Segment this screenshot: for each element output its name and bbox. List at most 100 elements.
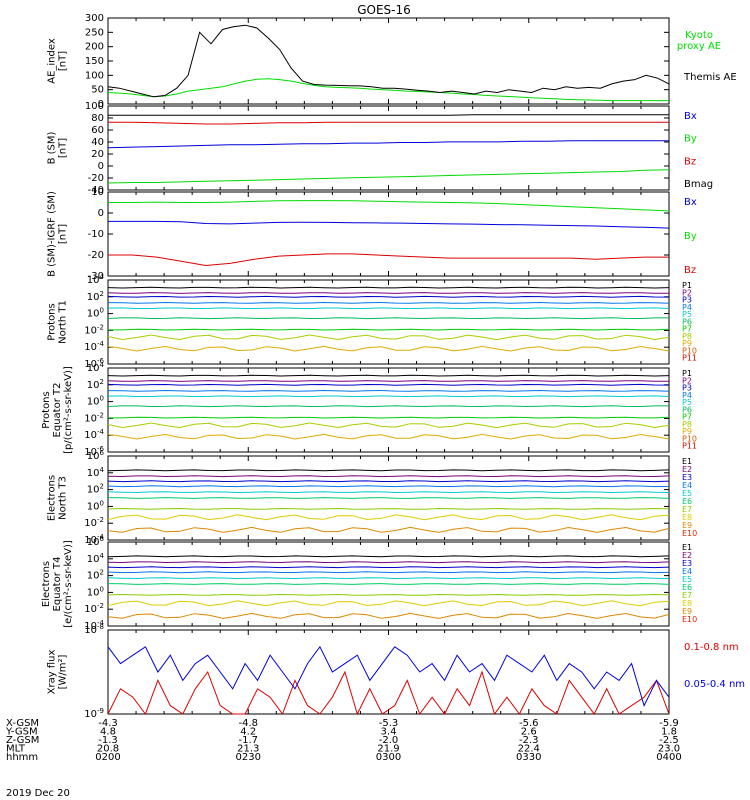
y-axis-label: Protons: [41, 391, 52, 428]
y-tick-label: 80: [91, 113, 104, 124]
series-line-bmag: [108, 114, 669, 116]
y-tick-label: 300: [85, 13, 104, 24]
legend-text: Kyoto: [685, 30, 713, 41]
tick-exponent: 2: [100, 290, 104, 298]
y-tick-label: 100: [85, 70, 104, 81]
legend-text: P10: [682, 346, 697, 355]
orbit-table: X-GSM -4.3 -4.8 -5.3 -5.6 -5.9 Y-GSM 4.8 4.2 3.4 2…: [5, 718, 682, 763]
legend-text: E8: [682, 513, 692, 522]
y-tick-label: -30: [88, 271, 104, 282]
legend-text: P3: [682, 296, 692, 305]
tick-base: 10: [87, 451, 100, 462]
y-tick-label: 102: [87, 483, 104, 496]
legend-text: P9: [682, 427, 692, 436]
legend-text: P3: [682, 384, 692, 393]
channel-line-e9: [107, 526, 670, 533]
y-tick-label: 60: [91, 125, 104, 136]
tick-exponent: 6: [100, 535, 105, 543]
legend-text: P1: [682, 281, 692, 290]
orbit-row-label: MLT: [6, 744, 26, 755]
y-tick-label: 10-9: [84, 707, 104, 720]
y-axis-label: Xray flux: [47, 650, 58, 695]
channel-line-p7: [108, 328, 670, 331]
tick-base: 10: [87, 397, 100, 408]
legend-text: E2: [682, 551, 692, 560]
legend-text: E1: [682, 543, 692, 552]
tick-exponent: 2: [100, 569, 104, 577]
legend-text: P8: [682, 332, 692, 341]
tick-base: 10: [87, 571, 100, 582]
orbit-value: 0400: [656, 752, 681, 763]
tick-exponent: 0: [100, 395, 104, 403]
tick-base: 10: [84, 359, 97, 370]
tick-base: 10: [87, 537, 100, 548]
orbit-value: 21.3: [237, 744, 259, 755]
tick-base: 10: [87, 380, 100, 391]
tick-exponent: -8: [97, 623, 104, 631]
channel-line-p8: [107, 334, 670, 341]
y-axis-label: [p/(cm²-s-sr-keV)]: [63, 366, 74, 454]
y-axis-label: Equator T2: [52, 383, 63, 438]
tick-exponent: -6: [97, 357, 105, 365]
y-tick-label: 102: [87, 290, 104, 303]
legend-text: E8: [682, 599, 692, 608]
y-axis-label: B (SM)-IGRF (SM): [47, 191, 58, 277]
legend-text: P5: [682, 398, 692, 407]
tick-base: 10: [84, 709, 97, 720]
orbit-value: 4.2: [240, 727, 256, 738]
legend-text: E10: [682, 615, 697, 624]
y-tick-label: 200: [85, 42, 104, 53]
channel-line-e3: [107, 480, 670, 483]
orbit-value: 3.4: [381, 727, 397, 738]
y-tick-label: 40: [91, 137, 104, 148]
tick-base: 10: [84, 342, 97, 353]
channel-line-p7: [108, 416, 670, 419]
orbit-value: 21.9: [377, 744, 399, 755]
channel-line-p2: [107, 380, 670, 382]
legend-text: P11: [682, 442, 697, 451]
tick-base: 10: [84, 413, 97, 424]
orbit-value: -1.7: [238, 735, 258, 746]
legend-text: P1: [682, 369, 692, 378]
y-tick-label: -20: [88, 250, 104, 261]
legend-text: By: [684, 231, 697, 242]
legend-text: P8: [682, 420, 692, 429]
legend-text: E1: [682, 457, 692, 466]
y-tick-label: 150: [85, 56, 104, 67]
y-tick-label: 10-4: [84, 533, 104, 546]
legend-text: E2: [682, 465, 692, 474]
legend-text: By: [684, 134, 697, 145]
legend-text: E4: [682, 567, 692, 576]
y-tick-label: 102: [87, 378, 104, 391]
legend-text: P4: [682, 391, 692, 400]
channel-line-e7: [107, 507, 670, 510]
tick-base: 10: [87, 309, 100, 320]
tick-base: 10: [87, 292, 100, 303]
y-tick-label: 106: [87, 535, 105, 548]
legend-text: P2: [682, 376, 692, 385]
tick-exponent: -2: [97, 323, 104, 331]
orbit-value: -1.3: [98, 735, 118, 746]
y-axis-label: [nT]: [58, 138, 69, 158]
y-tick-label: 10-4: [84, 619, 104, 632]
legend-text: E10: [682, 529, 697, 538]
channel-line-e8: [107, 600, 670, 607]
channel-line-e8: [107, 514, 670, 521]
date-label: 2019 Dec 20: [6, 788, 70, 799]
y-tick-label: 10-4: [84, 340, 104, 353]
tick-base: 10: [84, 325, 97, 336]
orbit-value: -5.6: [519, 718, 539, 729]
y-tick-label: 10: [91, 187, 104, 198]
orbit-row-label: Z-GSM: [6, 735, 39, 746]
y-tick-label: 104: [87, 273, 105, 286]
tick-exponent: 0: [100, 307, 104, 315]
y-axis-label: Electrons: [47, 475, 58, 521]
orbit-value: 0230: [236, 752, 261, 763]
channel-line-p6: [107, 405, 669, 408]
channel-line-p3: [107, 295, 670, 298]
y-tick-label: 10-2: [84, 411, 104, 424]
legend-text: P5: [682, 310, 692, 319]
y-tick-label: 104: [87, 466, 105, 479]
tick-exponent: -2: [97, 516, 104, 524]
